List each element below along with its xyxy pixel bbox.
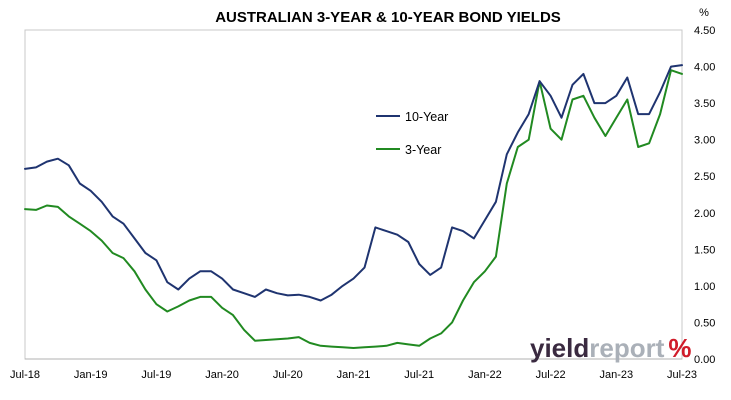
y-tick-label: 2.00 xyxy=(694,208,715,220)
y-tick-label: 2.50 xyxy=(694,171,715,183)
x-tick-label: Jan-19 xyxy=(74,369,108,381)
x-tick-label: Jul-19 xyxy=(141,369,171,381)
y-tick-label: 3.50 xyxy=(694,98,715,110)
y-tick-label: 3.00 xyxy=(694,135,715,147)
y-tick-label: 1.50 xyxy=(694,244,715,256)
x-tick-labels: Jul-18 Jan-19 Jul-19 Jan-20 Jul-20 Jan-21 Jul-… xyxy=(10,369,697,381)
x-tick-label: Jan-23 xyxy=(599,369,633,381)
y-tick-label: 4.50 xyxy=(694,25,715,37)
y-axis-unit-label: % xyxy=(699,7,709,19)
legend-label-3-year: 3-Year xyxy=(405,143,441,157)
x-tick-label: Jan-21 xyxy=(337,369,371,381)
y-tick-label: 0.50 xyxy=(694,317,715,329)
brand-word-report: report xyxy=(589,333,664,363)
y-tick-label: 0.00 xyxy=(694,354,715,366)
series-line-10-year xyxy=(24,64,683,302)
yieldreport-logo: yieldreport% xyxy=(530,333,692,363)
legend-label-10-year: 10-Year xyxy=(405,110,448,124)
y-tick-label: 4.00 xyxy=(694,62,715,74)
series-line-3-year xyxy=(24,69,683,349)
x-tick-label: Jul-21 xyxy=(404,369,434,381)
x-tick-label: Jan-22 xyxy=(468,369,502,381)
x-tick-label: Jul-22 xyxy=(536,369,566,381)
y-tick-labels: 0.00 0.50 1.00 1.50 2.00 2.50 3.00 3.50 4.00 4.50 xyxy=(694,25,715,366)
y-tick-label: 1.00 xyxy=(694,281,715,293)
x-tick-label: Jul-20 xyxy=(273,369,303,381)
series-lines xyxy=(24,64,683,349)
x-tick-label: Jul-18 xyxy=(10,369,40,381)
chart-title: AUSTRALIAN 3-YEAR & 10-YEAR BOND YIELDS xyxy=(215,9,561,26)
brand-word-yield: yield xyxy=(530,333,589,363)
x-tick-label: Jan-20 xyxy=(205,369,239,381)
brand-percent-icon: % xyxy=(668,333,691,363)
plot-area-border xyxy=(24,29,683,360)
legend: 10-Year 3-Year xyxy=(376,110,448,157)
brand-wordmark: yieldreport% xyxy=(530,333,692,363)
x-tick-label: Jul-23 xyxy=(667,369,697,381)
